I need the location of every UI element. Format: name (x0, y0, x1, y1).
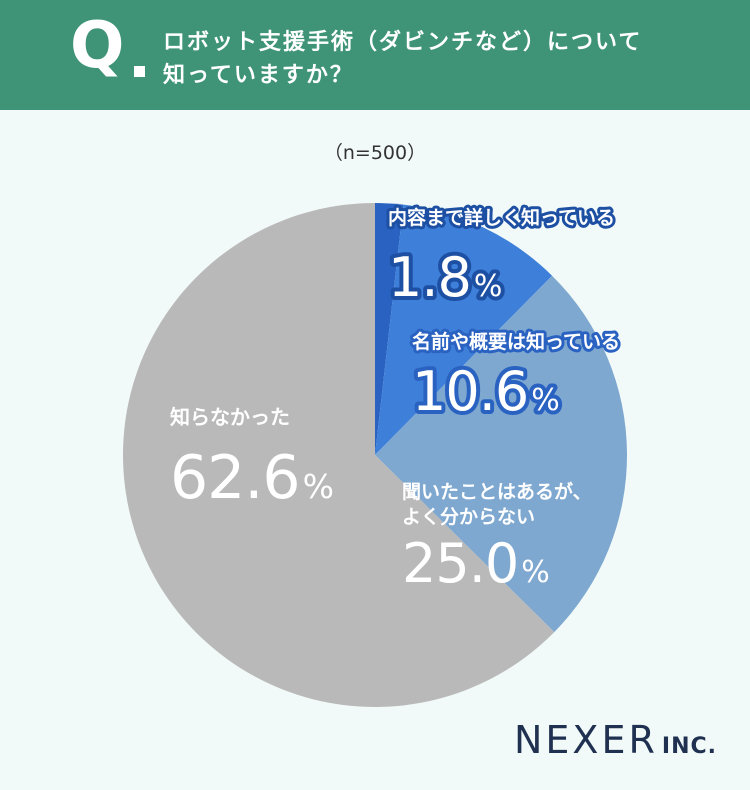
pie-slice-2 (375, 204, 553, 455)
pie-slice-3 (375, 275, 628, 633)
slice-value-number-3: 25.0 (402, 532, 518, 595)
slice-value-4: 62.6% (170, 443, 333, 513)
slice-label-1-line-1: 内容まで詳しく知っている (388, 206, 615, 229)
question-header: Q ロボット支援手術（ダビンチなど）について 知っていますか？ (0, 0, 750, 110)
sample-size: （n=500） (323, 142, 427, 164)
slice-value-number-4: 62.6 (170, 443, 300, 513)
question-line-1: ロボット支援手術（ダビンチなど）について (163, 30, 643, 55)
pie-slice-1 (375, 203, 404, 455)
slice-value-3: 25.0% (402, 532, 549, 595)
slice-label-2-line-1: 名前や概要は知っている (412, 330, 620, 353)
slice-label-4-line-1: 知らなかった (170, 405, 290, 429)
pie-slice-4 (123, 203, 555, 707)
nexer-logo: NEXER INC. (514, 718, 717, 762)
slice-value-number-1: 1.8 (388, 246, 471, 309)
slice-value-unit-4: % (303, 467, 333, 506)
slice-value-unit-2: % (531, 383, 559, 418)
slice-value-unit-1: % (474, 269, 502, 304)
q-dot (134, 66, 145, 77)
slice-value-1: 1.8% (388, 246, 501, 309)
slice-label-3-line-1: 聞いたことはあるが、 (402, 480, 592, 503)
slice-value-unit-3: % (521, 555, 549, 590)
question-line-2: 知っていますか？ (163, 63, 354, 88)
slice-value-number-2: 10.6 (412, 360, 528, 423)
slice-label-3-line-2: よく分からない (402, 506, 535, 528)
slice-value-2: 10.6% (412, 360, 559, 423)
logo-main: NEXER (514, 718, 658, 762)
logo-sub: INC. (661, 734, 717, 759)
q-mark: Q (70, 9, 125, 83)
question-text: ロボット支援手術（ダビンチなど）について 知っていますか？ (163, 26, 723, 92)
